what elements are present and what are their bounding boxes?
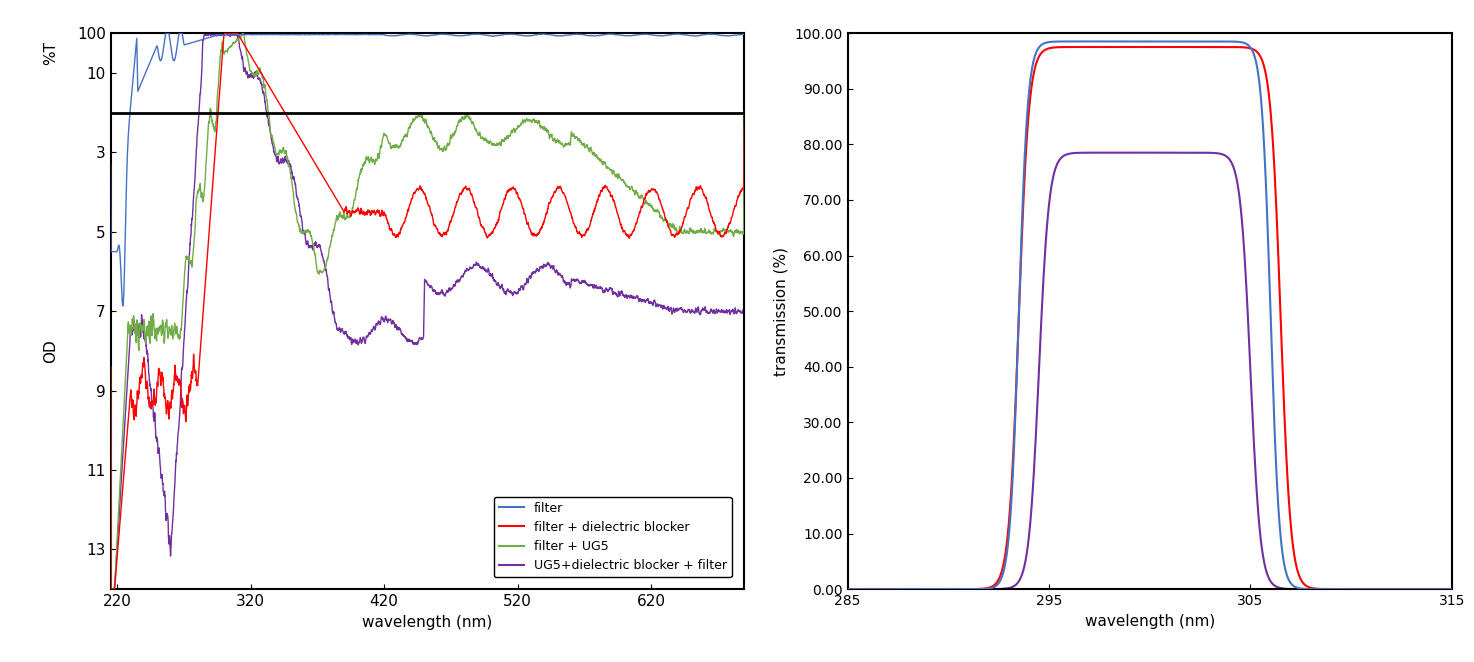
- X-axis label: wavelength (nm): wavelength (nm): [1085, 614, 1215, 629]
- Text: %T: %T: [43, 41, 57, 65]
- X-axis label: wavelength (nm): wavelength (nm): [363, 614, 492, 630]
- Legend: filter, filter + dielectric blocker, filter + UG5, UG5+dielectric blocker + filt: filter, filter + dielectric blocker, fil…: [494, 496, 731, 577]
- Text: OD: OD: [43, 339, 57, 363]
- Y-axis label: transmission (%): transmission (%): [774, 247, 789, 375]
